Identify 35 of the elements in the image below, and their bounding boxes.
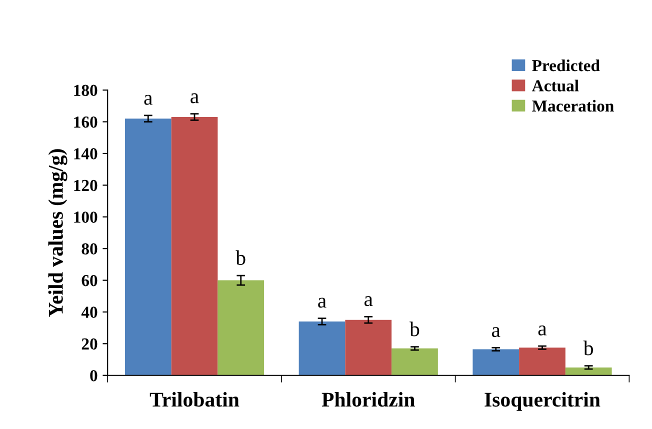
data-label: a — [144, 94, 152, 105]
y-tick-label: 0 — [90, 370, 98, 382]
y-tick-label: 20 — [82, 338, 98, 350]
data-label: a — [538, 326, 547, 336]
data-label: a — [492, 327, 500, 338]
bar — [124, 118, 172, 376]
data-label: a — [364, 296, 373, 306]
bar — [392, 348, 438, 376]
data-label: a — [190, 93, 199, 104]
y-tick-label: 160 — [74, 116, 98, 128]
data-label: b — [583, 340, 594, 356]
legend-label: Predicted — [532, 59, 600, 72]
data-label: b — [236, 250, 246, 265]
y-tick-label: 140 — [74, 148, 98, 160]
legend-label: Actual — [532, 80, 579, 92]
data-label: b — [410, 322, 420, 336]
y-tick-label: 60 — [82, 274, 98, 286]
bar — [171, 117, 218, 376]
bar — [519, 348, 566, 376]
bar — [472, 349, 520, 376]
bar — [345, 320, 392, 376]
data-label: a — [318, 298, 326, 308]
y-tick-label: 40 — [81, 306, 98, 318]
x-tick-label: Phloridzin — [322, 392, 415, 407]
bar — [218, 280, 264, 376]
y-tick-label: 100 — [74, 212, 98, 223]
y-axis-title: Yeild values (mg/g) — [48, 149, 68, 317]
y-tick-label: 180 — [74, 84, 98, 96]
x-tick-label: Isoquercitrin — [484, 392, 600, 411]
legend-label: Maceration — [532, 100, 614, 112]
x-tick-label: Trilobatin — [150, 392, 240, 407]
bar — [298, 321, 346, 376]
y-tick-label: 120 — [74, 180, 98, 192]
y-tick-label: 80 — [82, 243, 98, 255]
bar — [565, 367, 612, 376]
